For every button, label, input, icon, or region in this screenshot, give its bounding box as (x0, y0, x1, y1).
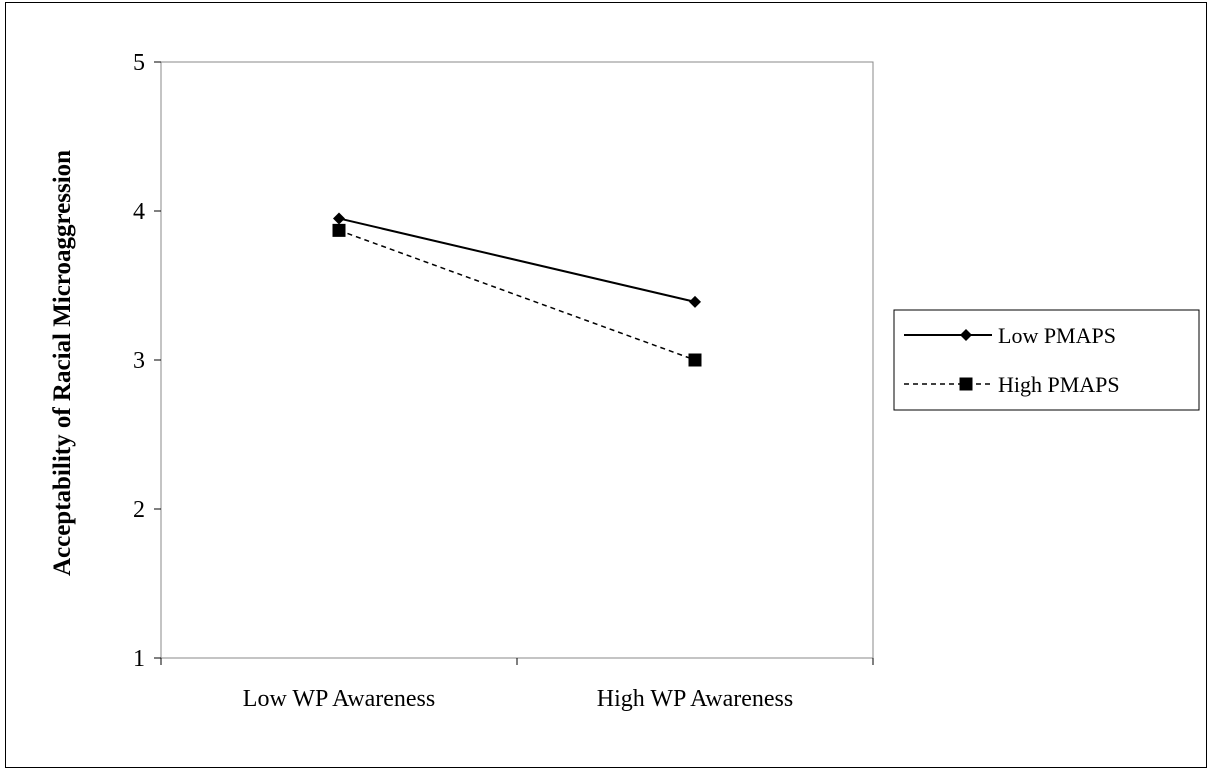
data-point (688, 353, 702, 367)
data-point (333, 212, 345, 225)
x-tick-label: High WP Awareness (597, 686, 793, 712)
y-tick-label: 1 (133, 646, 145, 672)
series-high-pmaps (332, 223, 702, 367)
y-tick-label: 2 (133, 497, 145, 523)
legend-label: High PMAPS (998, 372, 1120, 397)
y-tick-label: 3 (133, 348, 145, 374)
series-layer (332, 212, 702, 367)
plot-area-border (160, 61, 874, 659)
series-low-pmaps (333, 212, 701, 308)
legend-box (893, 309, 1200, 411)
y-tick-label: 5 (133, 50, 145, 76)
y-axis-label: Acceptability of Racial Microaggression (49, 150, 76, 576)
data-point (332, 223, 346, 237)
legend-marker (959, 377, 973, 391)
series-line (338, 229, 696, 361)
data-point (689, 295, 701, 308)
legend-label: Low PMAPS (998, 323, 1116, 348)
series-line (338, 217, 696, 303)
legend-marker (960, 329, 972, 341)
axis-ticks: 1 2 3 4 5 Low WP Awareness High WP Awareness (133, 50, 874, 712)
x-tick-label: Low WP Awareness (243, 686, 435, 712)
legend: Low PMAPS High PMAPS (893, 309, 1200, 411)
y-tick-label: 4 (133, 199, 145, 225)
